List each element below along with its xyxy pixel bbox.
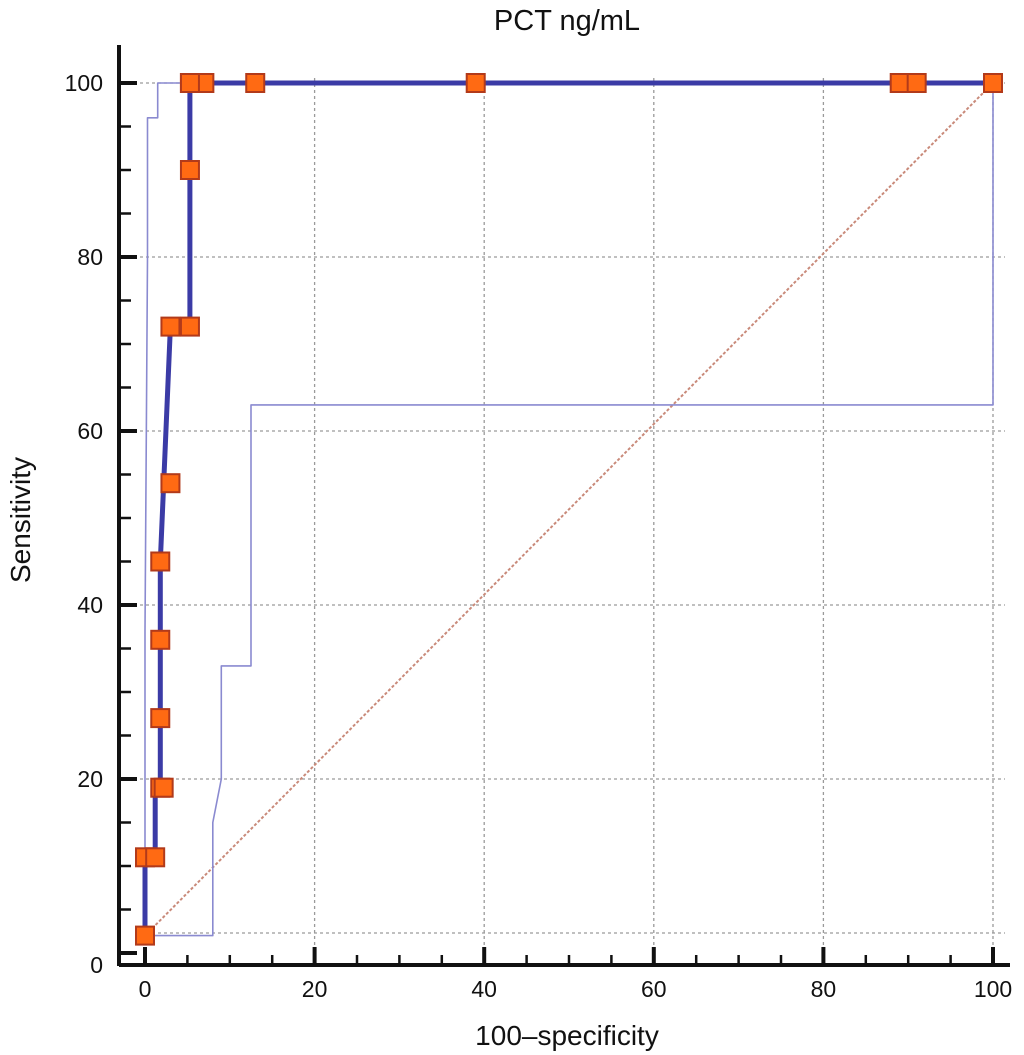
y-tick-label: 100: [65, 70, 103, 96]
x-tick-label: 20: [302, 976, 328, 1002]
roc-point-marker: [245, 73, 266, 93]
roc-point-marker: [160, 316, 181, 337]
x-tick-label: 60: [641, 976, 667, 1002]
x-tick-label: 40: [471, 976, 497, 1002]
series-lower-confidence-bound: [145, 83, 994, 937]
roc-point-marker: [179, 73, 200, 93]
y-tick-label: 40: [77, 592, 103, 618]
chart-title: PCT ng/mL: [494, 5, 640, 37]
tick-marks: [119, 81, 995, 965]
plot-lines: [142, 80, 994, 937]
y-axis-label: Sensitivity: [5, 457, 36, 583]
x-tick-label: 80: [811, 976, 837, 1002]
plot-markers: [135, 73, 1003, 946]
axes: [117, 45, 1010, 967]
tick-labels: 0 20 40 60 80 100 0 20 40 60 80 100: [65, 70, 1013, 1002]
grid: [140, 78, 1005, 953]
x-tick-label: 100: [974, 976, 1012, 1002]
roc-point-marker: [465, 73, 486, 93]
series-reference-diagonal: [144, 82, 994, 937]
roc-point-marker: [150, 551, 171, 572]
roc-point-marker: [179, 160, 200, 180]
y-tick-label: 20: [77, 766, 103, 792]
roc-point-marker: [983, 73, 1003, 93]
roc-point-marker: [150, 708, 171, 729]
roc-point-marker: [160, 473, 181, 494]
roc-point-marker: [179, 316, 200, 337]
x-tick-label: 0: [139, 976, 152, 1002]
roc-point-marker: [145, 847, 166, 868]
roc-point-marker: [135, 925, 155, 946]
y-tick-label: 60: [77, 418, 103, 444]
y-tick-label: 80: [77, 244, 103, 270]
roc-point-marker: [150, 629, 171, 650]
x-axis-label: 100–specificity: [475, 1020, 659, 1051]
roc-point-marker: [906, 73, 927, 93]
y-tick-label: 0: [90, 952, 103, 978]
roc-point-marker: [153, 777, 174, 798]
series-upper-confidence-bound: [144, 82, 993, 936]
roc-point-marker: [889, 73, 910, 93]
